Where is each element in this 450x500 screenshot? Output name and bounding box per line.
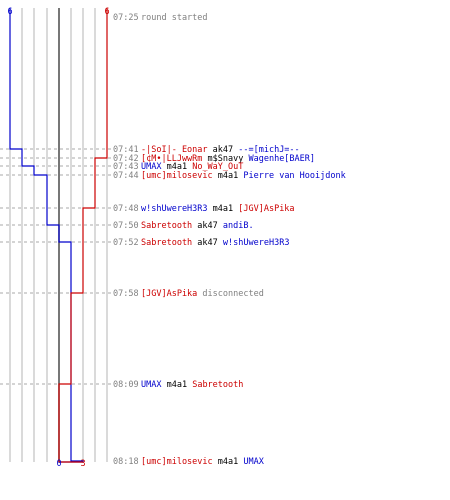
event-log: 07:25 round started 07:41 -|SoI|- Eonar ak4… — [113, 13, 346, 467]
blue-team-line — [9, 8, 84, 463]
event-text: [umc]milosevic m4a1 Pierre van Hooijdonk — [141, 171, 346, 181]
event-text-part: m4a1 — [208, 204, 239, 214]
blue-start-count: 6 — [7, 7, 12, 17]
event-time: 07:50 — [113, 221, 139, 231]
event-text-part: m4a1 — [213, 457, 244, 467]
event-time: 07:48 — [113, 204, 139, 214]
event-time: 07:25 — [113, 13, 139, 23]
event-text-part: ak47 — [208, 145, 239, 155]
event-text: round started — [141, 13, 208, 23]
event-text-part: -|SoI|- Eonar — [141, 145, 208, 155]
event-time: 07:44 — [113, 171, 139, 181]
event-text-part: Sabretooth — [141, 221, 192, 231]
event-time: 07:43 — [113, 162, 139, 172]
event-text-part: Pierre van Hooijdonk — [243, 171, 345, 181]
event-text: [¢M•|LLJwwRm m$Snavy Wagenhe[BAER] — [141, 154, 315, 164]
event-text-part: ak47 — [192, 238, 223, 248]
team-player-count-steps — [9, 8, 108, 463]
event-text-part: w!shUwereH3R3 — [223, 238, 290, 248]
event-text-part: Wagenhe[BAER] — [248, 154, 315, 164]
event-text: UMAX m4a1 No_WaY_OuT — [141, 162, 243, 172]
event-text-part: m$Snavy — [202, 154, 248, 164]
event-text: -|SoI|- Eonar ak47 --=[michJ=-- — [141, 145, 300, 155]
red-end-count: 3 — [80, 459, 85, 469]
event-text-part: --=[michJ=-- — [238, 145, 299, 155]
event-text-part: m4a1 — [161, 380, 192, 390]
blue-end-count: 0 — [56, 459, 61, 469]
event-text-part: andiB. — [223, 221, 254, 231]
red-start-count: 6 — [104, 7, 109, 17]
event-time: 07:52 — [113, 238, 139, 248]
event-time: 07:42 — [113, 154, 139, 164]
event-text-part: round started — [141, 13, 208, 23]
event-text-part: UMAX — [141, 162, 162, 172]
event-text-part: [¢M•|LLJwwRm — [141, 154, 202, 164]
event-time: 07:41 — [113, 145, 139, 155]
event-text-part: [umc]milosevic — [141, 457, 213, 467]
event-text: [JGV]AsPika disconnected — [141, 289, 264, 299]
event-text: w!shUwereH3R3 m4a1 [JGV]AsPika — [141, 204, 295, 214]
event-connector-lines — [0, 148, 111, 385]
event-text-part: disconnected — [197, 289, 264, 299]
event-text-part: Sabretooth — [192, 380, 243, 390]
event-time: 08:18 — [113, 457, 139, 467]
event-text-part: w!shUwereH3R3 — [141, 204, 208, 214]
event-text: UMAX m4a1 Sabretooth — [141, 380, 243, 390]
event-text-part: UMAX — [141, 380, 162, 390]
event-text-part: UMAX — [243, 457, 264, 467]
event-text: [umc]milosevic m4a1 UMAX — [141, 457, 265, 467]
event-text-part: [umc]milosevic — [141, 171, 213, 181]
event-text-part: [JGV]AsPika — [238, 204, 294, 214]
event-time: 07:58 — [113, 289, 139, 299]
event-text: Sabretooth ak47 andiB. — [141, 221, 254, 231]
event-text: Sabretooth ak47 w!shUwereH3R3 — [141, 238, 289, 248]
event-text-part: Sabretooth — [141, 238, 192, 248]
event-text-part: No_WaY_OuT — [192, 162, 243, 172]
event-text-part: m4a1 — [213, 171, 244, 181]
red-team-line — [58, 8, 108, 463]
event-text-part: [JGV]AsPika — [141, 289, 197, 299]
event-time: 08:09 — [113, 380, 139, 390]
event-text-part: m4a1 — [161, 162, 192, 172]
event-text-part: ak47 — [192, 221, 223, 231]
